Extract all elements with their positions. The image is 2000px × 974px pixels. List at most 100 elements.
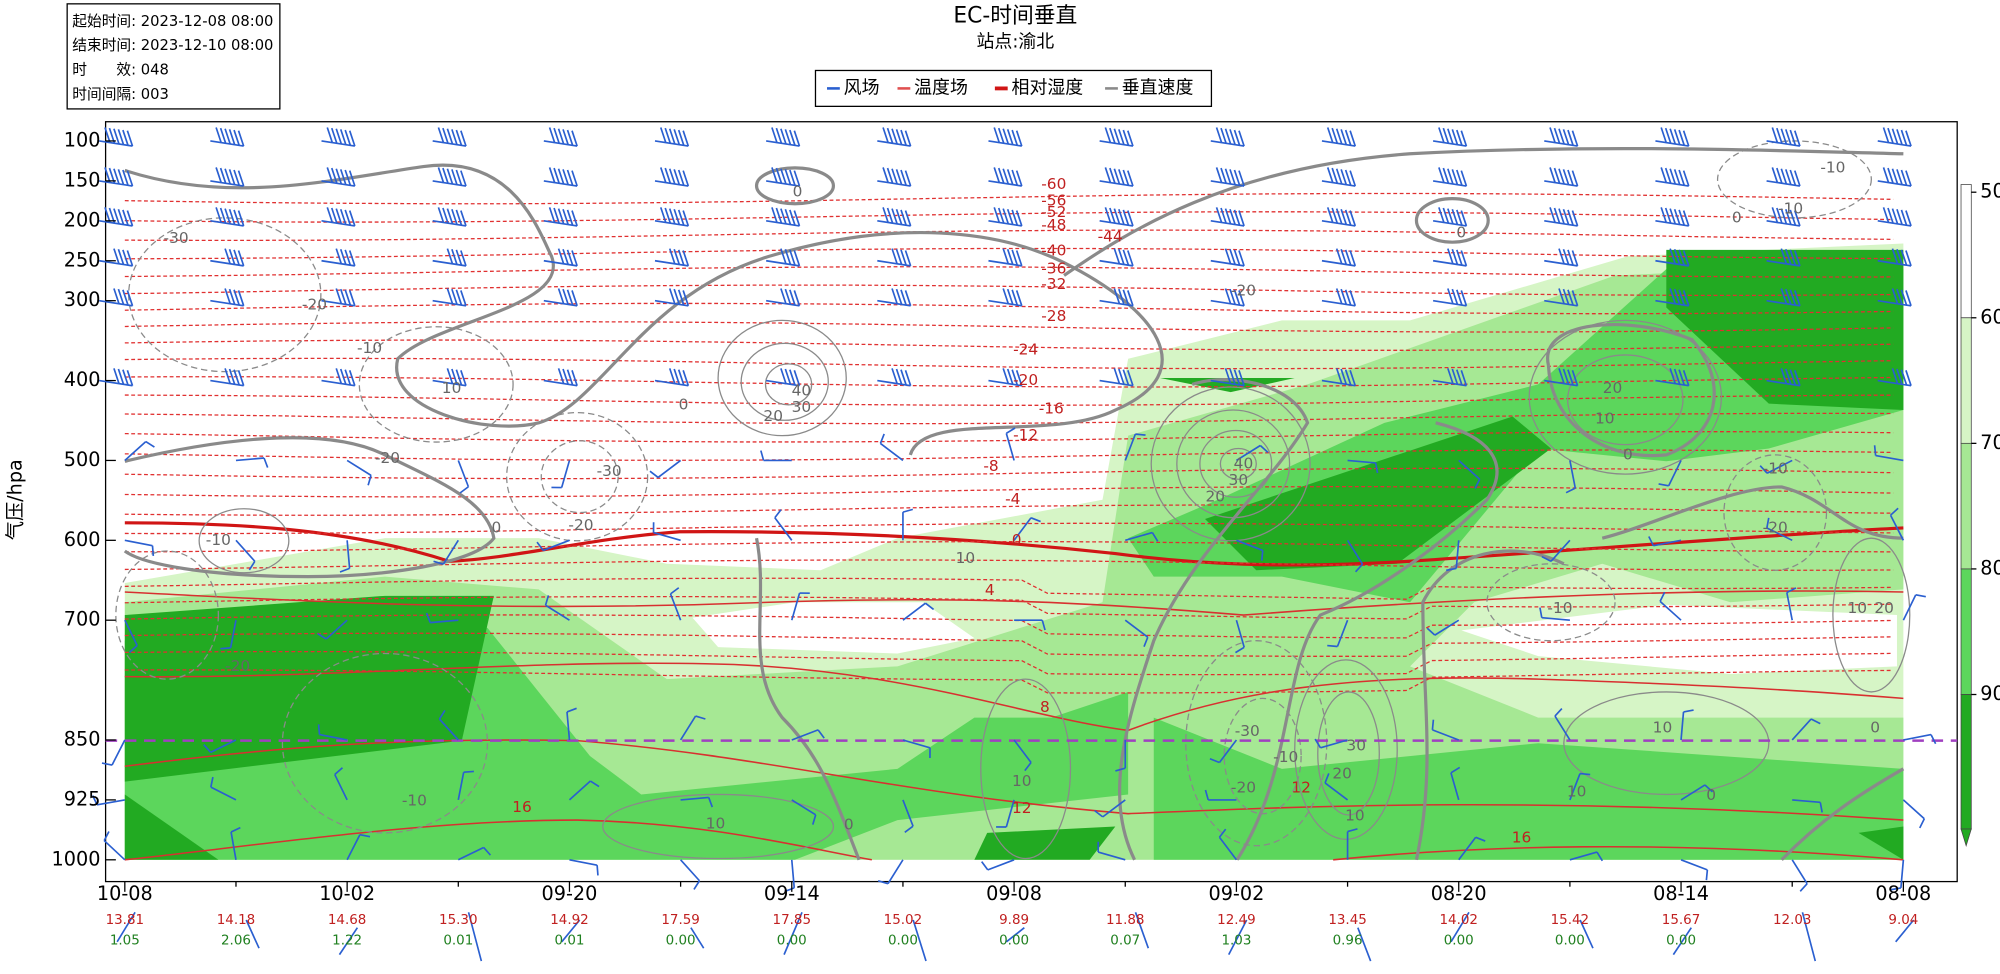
y-tick-label: 250 xyxy=(64,248,101,271)
omega-label: 0 xyxy=(1456,224,1466,242)
omega-label: 10 xyxy=(1345,807,1365,825)
temperature-label: 16 xyxy=(1512,829,1532,847)
omega-label: 0 xyxy=(679,395,689,413)
omega-label: 10 xyxy=(706,814,726,832)
omega-label: 10 xyxy=(442,379,462,397)
info-line: 起始时间: 2023-12-08 08:00 xyxy=(72,13,273,30)
omega-label: -20 xyxy=(302,295,327,313)
omega-label: 10 xyxy=(1567,782,1587,800)
legend-label: 温度场 xyxy=(914,77,968,98)
colorbar-segment xyxy=(1961,443,1971,569)
surface-temperature: 15.67 xyxy=(1662,913,1700,928)
omega-label: 20 xyxy=(1332,764,1352,782)
surface-temperature: 13.45 xyxy=(1328,913,1366,928)
colorbar-label: 70 xyxy=(1980,431,2000,454)
barb-flag xyxy=(1432,720,1433,730)
precipitation: 0.00 xyxy=(666,934,696,949)
omega-label: 10 xyxy=(1847,599,1867,617)
omega-label: 30 xyxy=(792,398,812,416)
omega-label: -30 xyxy=(597,462,622,480)
y-tick-label: 1000 xyxy=(52,847,101,870)
omega-label: -10 xyxy=(1820,158,1845,176)
precipitation: 0.00 xyxy=(1555,934,1585,949)
omega-label: 10 xyxy=(1653,718,1673,736)
omega-label: -20 xyxy=(375,449,400,467)
barb-flag xyxy=(1706,870,1707,880)
surface-temperature: 14.02 xyxy=(1439,913,1477,928)
precipitation: 0.07 xyxy=(1110,934,1140,949)
precipitation: 2.06 xyxy=(221,934,251,949)
omega-label: 40 xyxy=(792,381,812,399)
omega-label: 20 xyxy=(1603,379,1623,397)
surface-temperature: 15.30 xyxy=(439,913,477,928)
surface-temperature: 15.02 xyxy=(884,913,922,928)
temperature-label: -4 xyxy=(1005,490,1020,508)
subtitle: 站点:渝北 xyxy=(977,31,1055,52)
barb-flag xyxy=(1262,550,1263,560)
temperature-label: -16 xyxy=(1039,399,1064,417)
omega-label: -20 xyxy=(568,516,593,534)
temperature-label: -32 xyxy=(1041,275,1066,293)
x-tick-label: 09-02 xyxy=(1208,882,1264,905)
temperature-label: -8 xyxy=(983,457,998,475)
y-tick-label: 925 xyxy=(64,787,101,810)
temperature-label: 12 xyxy=(1291,779,1311,797)
omega-label: 20 xyxy=(1874,599,1894,617)
barb-flag xyxy=(152,546,153,556)
y-tick-label: 400 xyxy=(64,368,101,391)
info-line: 时 效: 048 xyxy=(72,61,169,78)
y-tick-label: 150 xyxy=(64,168,101,191)
omega-label: -20 xyxy=(1231,779,1256,797)
omega-label: 0 xyxy=(1706,786,1716,804)
y-tick-label: 850 xyxy=(64,727,101,750)
precipitation: 0.00 xyxy=(777,934,807,949)
temperature-label: 0 xyxy=(1012,531,1022,549)
omega-label: 10 xyxy=(1595,410,1615,428)
colorbar-label: 50 xyxy=(1980,180,2000,203)
temperature-label: 4 xyxy=(985,581,995,599)
surface-temperature: 14.18 xyxy=(217,913,255,928)
colorbar-segment xyxy=(1961,185,1971,318)
omega-label: -10 xyxy=(206,531,231,549)
omega-label: 10 xyxy=(956,549,976,567)
omega-label: 0 xyxy=(844,816,854,834)
surface-temperature: 9.89 xyxy=(999,913,1029,928)
barb-flag xyxy=(1327,646,1337,647)
legend-label: 风场 xyxy=(844,77,880,98)
x-tick-label: 10-08 xyxy=(97,882,153,905)
precipitation: 1.05 xyxy=(110,934,140,949)
surface-temperature: 15.42 xyxy=(1551,913,1589,928)
precipitation: 0.96 xyxy=(1333,934,1363,949)
surface-temperature: 12.03 xyxy=(1773,913,1811,928)
y-tick-label: 200 xyxy=(64,208,101,231)
omega-label: -10 xyxy=(1778,199,1803,217)
omega-label: 0 xyxy=(1732,208,1742,226)
omega-label: 0 xyxy=(492,518,502,536)
y-tick-label: 700 xyxy=(64,608,101,631)
omega-label: -10 xyxy=(402,791,427,809)
y-axis-title: 气压/hpa xyxy=(3,459,26,540)
temperature-label: -24 xyxy=(1013,340,1038,358)
surface-temperature: 17.85 xyxy=(773,913,811,928)
temperature-label: -20 xyxy=(1013,371,1038,389)
y-tick-label: 500 xyxy=(64,448,101,471)
barb-flag xyxy=(1800,884,1807,892)
omega-label: 20 xyxy=(763,407,783,425)
colorbar-label: 80 xyxy=(1980,556,2000,579)
legend-label: 垂直速度 xyxy=(1122,77,1194,98)
info-line: 结束时间: 2023-12-10 08:00 xyxy=(72,37,273,54)
surface-temperature: 11.88 xyxy=(1106,913,1144,928)
omega-label: -20 xyxy=(1231,281,1256,299)
temperature-label: 8 xyxy=(1040,698,1050,716)
precipitation: 0.00 xyxy=(1666,934,1696,949)
temperature-label: -28 xyxy=(1041,307,1066,325)
colorbar-segment xyxy=(1961,569,1971,695)
info-line: 时间间隔: 003 xyxy=(72,86,169,103)
barb-flag xyxy=(1875,445,1876,455)
y-tick-label: 600 xyxy=(64,528,101,551)
precipitation: 1.22 xyxy=(332,934,362,949)
temperature-label: -40 xyxy=(1041,242,1066,260)
colorbar-label: 90 xyxy=(1980,682,2000,705)
omega-label: 10 xyxy=(1012,772,1032,790)
